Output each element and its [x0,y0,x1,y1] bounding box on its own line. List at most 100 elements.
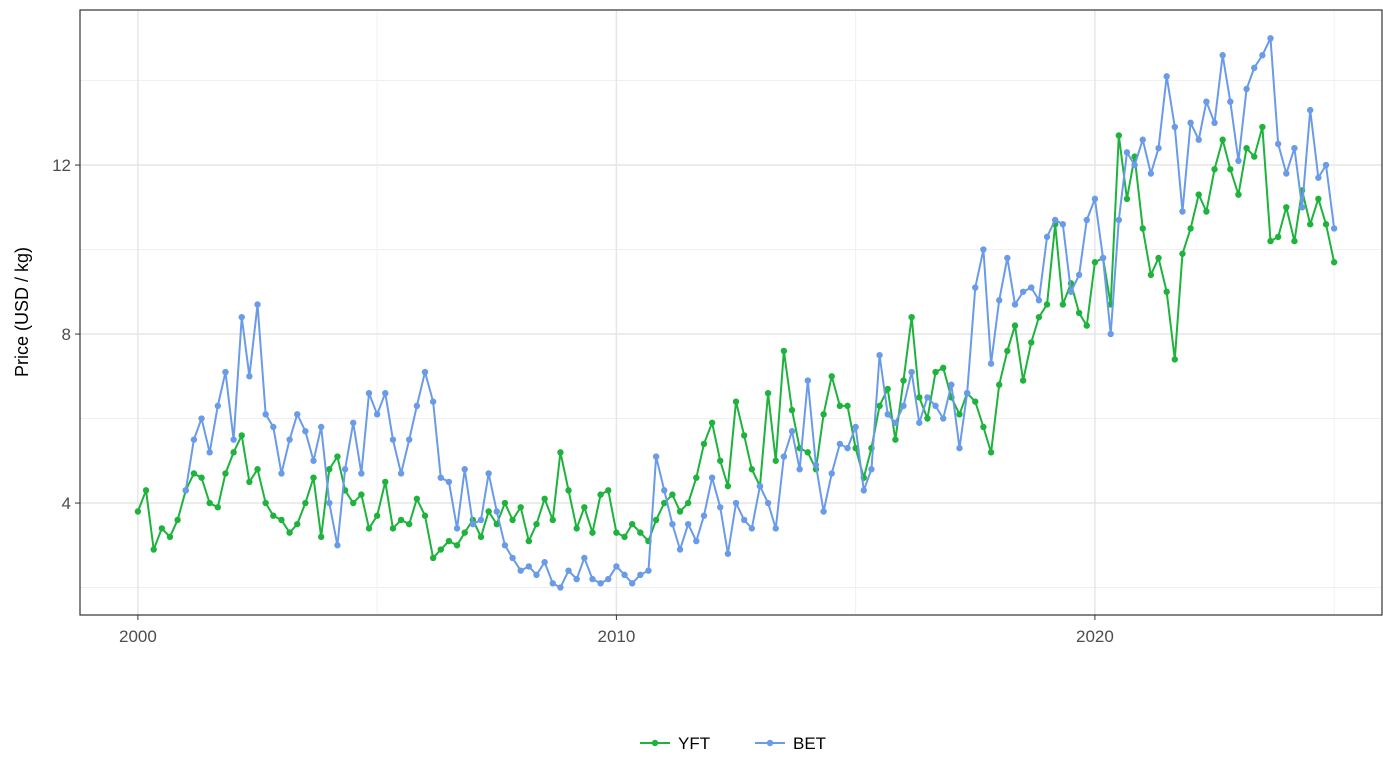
legend-key [651,739,659,747]
data-point [1195,136,1202,143]
data-point [732,499,740,507]
data-point [924,394,931,401]
data-point [1330,259,1338,266]
data-point [605,575,612,583]
data-point [1251,64,1258,72]
data-point [972,398,979,405]
data-point [995,297,1003,304]
data-point [230,449,237,456]
data-point [717,457,724,464]
data-point [708,419,716,426]
data-point [940,415,947,422]
data-point [453,525,461,532]
data-point [406,436,413,443]
data-point [621,533,628,541]
data-point [477,516,485,524]
data-point [597,491,604,498]
data-point [1291,144,1298,152]
data-point [1131,161,1138,169]
data-point [884,385,891,393]
data-point [214,504,222,511]
data-point [1155,144,1162,152]
data-point [645,567,652,574]
data-point [477,533,485,541]
data-point [317,533,325,541]
data-point [1195,191,1202,198]
data-point [956,411,963,418]
data-point [517,567,524,574]
data-point [1059,301,1067,308]
data-point [676,546,684,553]
data-point [461,466,468,473]
data-point [1163,73,1170,80]
data-point [828,373,835,380]
data-point [1330,225,1338,232]
data-point [788,428,796,435]
data-point [963,389,971,397]
data-point [1171,356,1179,363]
y-tick-label: 12 [52,156,71,175]
data-point [1227,166,1234,173]
data-point [358,491,365,498]
data-point [421,368,429,376]
data-point [1179,250,1186,257]
data-point [1011,322,1019,329]
data-point [1035,313,1043,321]
data-point [445,537,453,545]
data-point [206,499,213,507]
data-point [820,411,827,418]
data-point [1043,301,1051,308]
data-point [382,389,389,397]
data-point [1243,144,1250,152]
legend-key [766,739,774,747]
data-point [254,466,261,473]
data-point [493,520,500,528]
data-point [844,402,851,410]
data-point [1091,195,1099,203]
data-point [1091,259,1099,266]
data-point [190,436,198,443]
data-point [980,423,987,431]
data-point [517,504,524,511]
data-point [294,520,301,528]
data-point [740,432,748,439]
data-point [1322,161,1330,169]
data-point [461,529,468,536]
data-point [350,499,357,507]
data-point [1283,204,1290,211]
data-point [828,470,835,477]
data-point [485,508,492,515]
data-point [1187,225,1194,232]
data-point [397,470,405,477]
data-point [1123,195,1131,203]
data-point [1322,221,1330,228]
data-point [628,580,636,587]
data-point [509,554,516,562]
data-point [1251,153,1258,160]
data-point [334,542,341,549]
data-point [764,389,772,397]
data-point [453,542,461,549]
data-point [238,432,245,439]
data-point [565,487,572,494]
data-point [413,402,421,410]
data-point [684,520,692,528]
data-point [924,415,931,422]
data-point [1004,254,1011,262]
data-point [493,508,500,515]
data-point [254,301,261,308]
data-point [637,529,644,536]
data-point [836,402,844,410]
data-point [549,580,556,587]
data-point [717,504,724,511]
data-point [429,554,437,562]
data-point [948,381,955,388]
data-point [1307,106,1314,114]
plot-border [79,9,1383,616]
data-point [772,525,779,532]
data-point [302,428,309,435]
data-point [1219,136,1226,143]
data-point [1259,52,1266,59]
data-point [365,525,373,532]
data-point [222,368,229,376]
